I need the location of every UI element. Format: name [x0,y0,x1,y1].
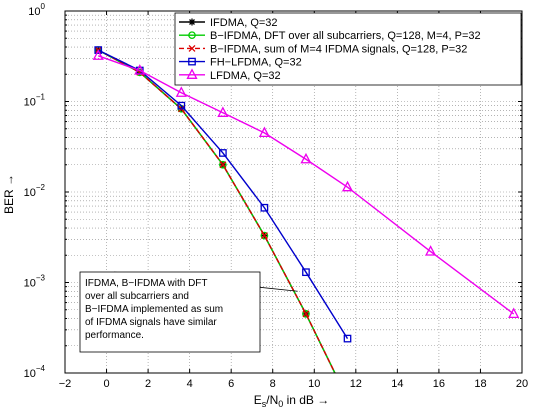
x-tick-label: 20 [516,378,528,390]
square-marker [302,268,310,277]
legend-entry: B−IFDMA, DFT over all subcarriers, Q=128… [179,30,481,42]
square-marker [343,334,352,343]
x-tick-label: 2 [145,378,151,390]
circle-marker [219,160,227,169]
annotation-line: over all subcarriers and [85,291,189,302]
legend-label: FH−LFDMA, Q=32 [210,57,302,69]
legend-entry: B−IFDMA, sum of M=4 IFDMA signals, Q=128… [179,43,467,55]
y-axis-label: BER → [2,174,16,214]
series-5 [92,49,520,319]
annotation-box [79,271,261,353]
legend-entry: IFDMA, Q=32 [179,17,278,29]
triangle-marker [341,180,354,192]
x-marker [302,310,310,318]
square-marker [188,57,196,66]
x-tick-label: −2 [59,378,72,390]
legend: IFDMA, Q=32B−IFDMA, DFT over all subcarr… [174,12,522,86]
legend-entry: FH−LFDMA, Q=32 [179,57,302,69]
legend-entry: LFDMA, Q=32 [179,68,281,82]
legend-label: B−IFDMA, sum of M=4 IFDMA signals, Q=128… [210,43,467,55]
x-tick-label: 12 [350,378,362,390]
square-marker [219,149,227,157]
x-tick-label: 4 [187,378,193,390]
x-tick-label: 6 [228,378,234,390]
x-axis-label: Es/N0 in dB → [254,393,330,407]
x-marker [188,44,196,52]
y-tick-label: 10−2 [24,183,46,199]
x-tick-label: 0 [103,378,109,390]
y-tick-labels: 10−4 10−3 10−2 10−1 100 [24,2,46,380]
y-tick-label: 10−3 [24,274,46,290]
annotation-line: IFDMA, B−IFDMA with DFT [85,278,208,289]
square-marker [177,101,186,110]
legend-label: LFDMA, Q=32 [210,70,281,82]
circle-marker [260,231,269,240]
x-tick-labels: −2 0 2 4 6 8 10 12 14 16 18 20 [59,378,528,390]
x-tick-label: 18 [474,378,486,390]
x-marker [260,232,268,240]
series-layer [92,46,520,373]
triangle-marker [186,68,198,79]
triangle-marker [92,49,104,60]
square-marker [260,203,269,212]
triangle-marker [134,64,146,75]
asterisk-marker [188,18,196,26]
x-tick-label: 10 [308,378,320,390]
annotation-line: of IFDMA signals have similar [85,317,217,328]
y-tick-label: 100 [28,2,45,18]
triangle-marker [425,245,437,256]
triangle-marker [217,106,229,117]
legend-label: B−IFDMA, DFT over all subcarriers, Q=128… [210,30,481,42]
annotation-line: B−IFDMA implemented as sum [85,304,223,315]
legend-box [174,12,522,86]
x-tick-label: 14 [391,378,403,390]
triangle-marker [175,86,187,97]
y-tick-label: 10−4 [24,364,46,380]
triangle-marker [300,152,312,164]
annotation: IFDMA, B−IFDMA with DFT over all subcarri… [79,271,298,353]
x-tick-label: 16 [433,378,445,390]
circle-marker [188,31,196,40]
x-marker [219,161,227,169]
triangle-marker [508,307,520,319]
triangle-marker [258,126,270,138]
circle-marker [302,310,310,318]
annotation-line: performance. [85,330,144,341]
series-line [98,55,515,315]
y-tick-label: 10−1 [24,93,46,109]
x-tick-label: 8 [270,378,276,390]
legend-label: IFDMA, Q=32 [210,17,278,29]
square-marker [94,46,103,54]
